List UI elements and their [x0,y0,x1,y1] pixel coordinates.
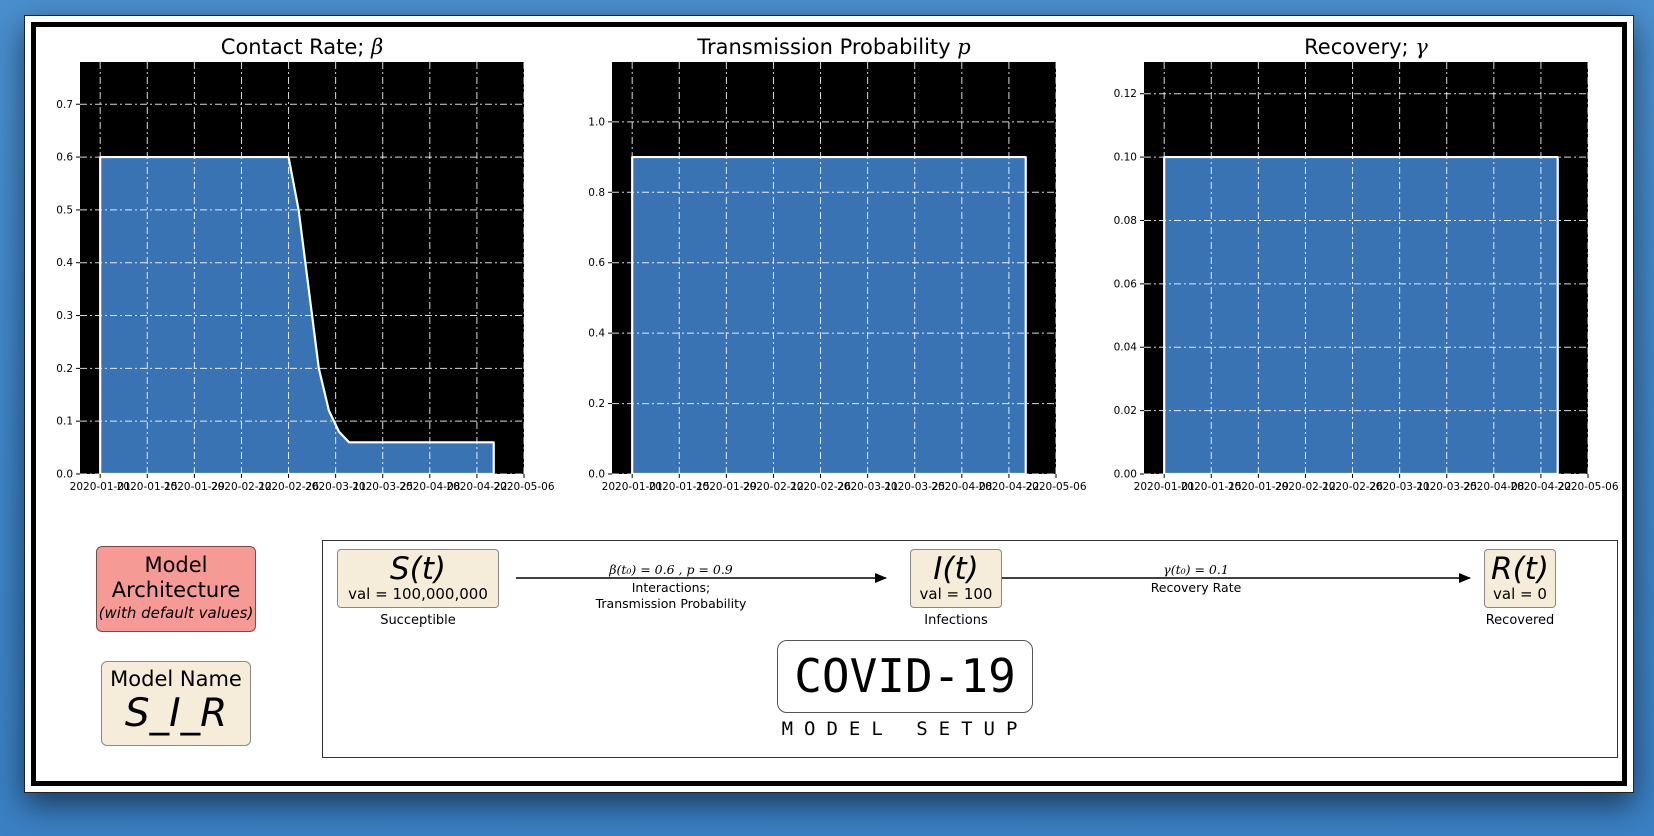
contact-rate-ytick-label: 0.6 [56,152,73,164]
recovery-transition-label: γ(t₀) = 0.1 Recovery Rate [1116,562,1276,596]
infections-compartment: I(t) val = 100 [910,549,1002,608]
transmission-probability-ytick-label: 0.4 [588,328,605,340]
recovery-ytick-label: 0.04 [1114,342,1138,354]
model-name-value: S_I_R [124,691,228,736]
covid-title-banner: COVID-19 [777,640,1033,713]
recovery-xtick-label: 2020-02-12 [1275,481,1336,493]
infection-transition-label: β(t₀) = 0.6 , p = 0.9 Interactions; Tran… [556,562,786,612]
contact-rate-ytick-label: 0.0 [56,469,73,481]
figure-border [31,22,1627,786]
recovery-ytick-label: 0.00 [1114,469,1137,481]
recovery-xtick-label: 2020-01-01 [1134,481,1195,493]
recovered-symbol: R(t) [1491,551,1549,587]
infections-caption: Infections [924,613,988,628]
susceptible-caption: Succeptible [380,613,456,628]
infection-rate-description: Interactions; Transmission Probability [595,580,747,611]
recovery-xtick-label: 2020-05-06 [1557,481,1618,493]
contact-rate-xtick-label: 2020-01-01 [70,481,131,493]
transmission-probability-xtick-label: 2020-03-11 [837,481,898,493]
contact-rate-ytick-label: 0.2 [56,363,73,375]
transmission-probability-ytick-label: 0.6 [588,257,605,269]
recovery-chart: Recovery; γ 0.00 0.02 0.04 0.06 0.08 0.10 0.12 2… [1114,35,1619,493]
contact-rate-xtick-label: 2020-02-12 [211,481,272,493]
transmission-probability-xtick-label: 2020-01-29 [696,481,757,493]
recovered-caption: Recovered [1485,613,1555,628]
transmission-probability-xtick-label: 2020-01-15 [649,481,710,493]
transmission-probability-ytick-label: 0.8 [588,187,605,199]
recovery-area-series [1163,155,1559,476]
contact-rate-ytick-label: 0.4 [56,257,73,269]
contact-rate-xtick-label: 2020-04-08 [399,481,460,493]
recovery-rate-description: Recovery Rate [1150,580,1242,595]
transmission-probability-xtick-label: 2020-03-25 [884,481,945,493]
recovery-ytick-label: 0.02 [1114,405,1137,417]
infection-rate-formula: β(t₀) = 0.6 , p = 0.9 [609,562,733,577]
architecture-title: Model Architecture [111,553,241,602]
transmission-probability-area-series [631,155,1027,476]
transmission-probability-title: Transmission Probability p [696,35,970,59]
contact-rate-xtick-label: 2020-01-29 [164,481,225,493]
recovered-compartment: R(t) val = 0 [1484,549,1556,608]
recovered-value: val = 0 [1493,585,1547,603]
contact-rate-chart: Contact Rate; β 0.0 0.1 0.2 0.3 0.4 0.5 0.6 0.7 2… [56,35,555,493]
contact-rate-xtick-label: 2020-05-06 [493,481,554,493]
recovery-rate-formula: γ(t₀) = 0.1 [1163,562,1229,577]
recovery-ytick-label: 0.06 [1114,278,1138,290]
recovery-xtick-label: 2020-03-25 [1416,481,1477,493]
contact-rate-ytick-label: 0.3 [56,310,73,322]
recovery-ytick-label: 0.10 [1114,152,1137,164]
recovery-xtick-label: 2020-01-29 [1228,481,1289,493]
transmission-probability-xtick-label: 2020-01-01 [602,481,663,493]
transmission-probability-xtick-label: 2020-02-12 [743,481,804,493]
model-name-label: Model Name [110,667,242,691]
recovery-ytick-label: 0.12 [1114,88,1137,100]
recovery-xtick-label: 2020-04-08 [1463,481,1524,493]
transmission-probability-ytick-label: 0.2 [588,398,605,410]
transmission-probability-ytick-label: 0.0 [588,469,605,481]
contact-rate-xtick-label: 2020-01-15 [117,481,178,493]
infections-symbol: I(t) [933,551,979,587]
contact-rate-ytick-label: 0.1 [56,416,73,428]
recovery-xtick-label: 2020-02-26 [1322,481,1383,493]
infections-value: val = 100 [919,585,993,603]
contact-rate-xtick-label: 2020-02-26 [258,481,319,493]
transmission-probability-ytick-label: 1.0 [588,116,605,128]
contact-rate-xtick-label: 2020-03-25 [352,481,413,493]
contact-rate-xtick-label: 2020-04-22 [446,481,507,493]
susceptible-compartment: S(t) val = 100,000,000 [337,549,499,608]
model-architecture-label: Model Architecture (with default values) [96,546,256,632]
susceptible-value: val = 100,000,000 [348,585,488,603]
contact-rate-ytick-label: 0.7 [56,99,73,111]
contact-rate-xtick-label: 2020-03-11 [305,481,366,493]
transmission-probability-xtick-label: 2020-04-22 [978,481,1039,493]
transmission-probability-xtick-label: 2020-05-06 [1025,481,1086,493]
recovery-xtick-label: 2020-01-15 [1181,481,1242,493]
transmission-probability-chart: Transmission Probability p 0.0 0.2 0.4 0.6 0.… [588,35,1087,493]
contact-rate-ytick-label: 0.5 [56,204,73,216]
architecture-subtitle: (with default values) [98,604,254,622]
contact-rate-title: Contact Rate; β [221,35,383,59]
recovery-xtick-label: 2020-04-22 [1510,481,1571,493]
recovery-title: Recovery; γ [1304,35,1428,59]
model-name-box: Model Name S_I_R [101,661,251,746]
model-setup-label: MODEL SETUP [781,718,1029,740]
recovery-ytick-label: 0.08 [1114,215,1137,227]
recovery-xtick-label: 2020-03-11 [1369,481,1430,493]
susceptible-symbol: S(t) [389,551,447,587]
transmission-probability-xtick-label: 2020-02-26 [790,481,851,493]
transmission-probability-xtick-label: 2020-04-08 [931,481,992,493]
